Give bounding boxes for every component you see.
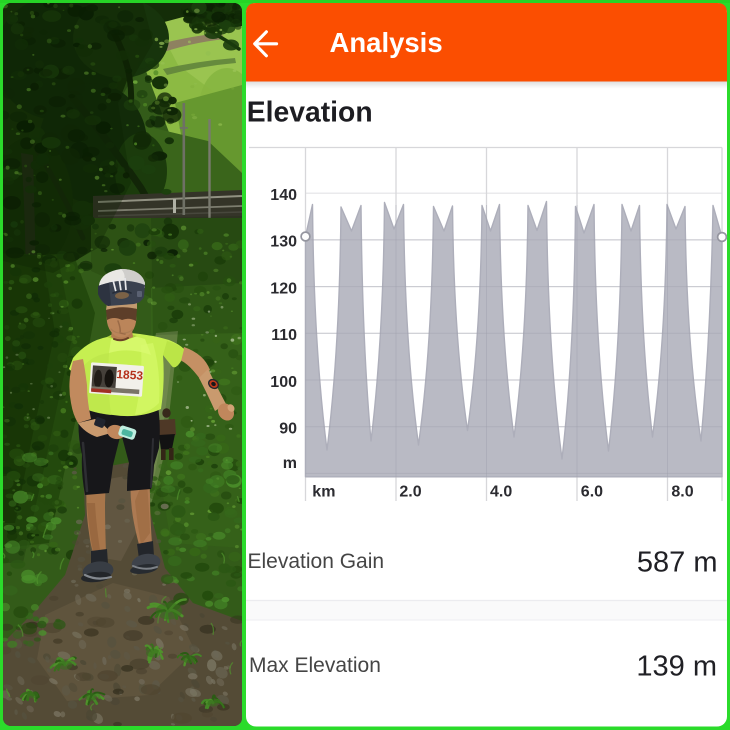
svg-text:6.0: 6.0: [581, 484, 603, 501]
svg-text:2.0: 2.0: [399, 484, 421, 501]
svg-text:8.0: 8.0: [671, 484, 693, 501]
svg-text:Elevation: Elevation: [247, 96, 373, 128]
svg-text:130: 130: [270, 234, 297, 251]
svg-text:139 m: 139 m: [636, 650, 717, 682]
svg-text:1853: 1853: [116, 367, 144, 383]
svg-text:100: 100: [270, 374, 297, 391]
svg-text:587 m: 587 m: [637, 547, 718, 579]
svg-text:Elevation Gain: Elevation Gain: [248, 550, 385, 573]
svg-text:Analysis: Analysis: [330, 27, 443, 58]
svg-text:km: km: [312, 484, 335, 501]
svg-text:90: 90: [279, 421, 297, 438]
svg-text:4.0: 4.0: [490, 484, 512, 501]
svg-text:140: 140: [270, 187, 297, 204]
svg-text:m: m: [283, 455, 297, 472]
svg-text:120: 120: [270, 280, 297, 297]
svg-text:Max Elevation: Max Elevation: [249, 654, 381, 677]
svg-text:110: 110: [271, 327, 297, 344]
